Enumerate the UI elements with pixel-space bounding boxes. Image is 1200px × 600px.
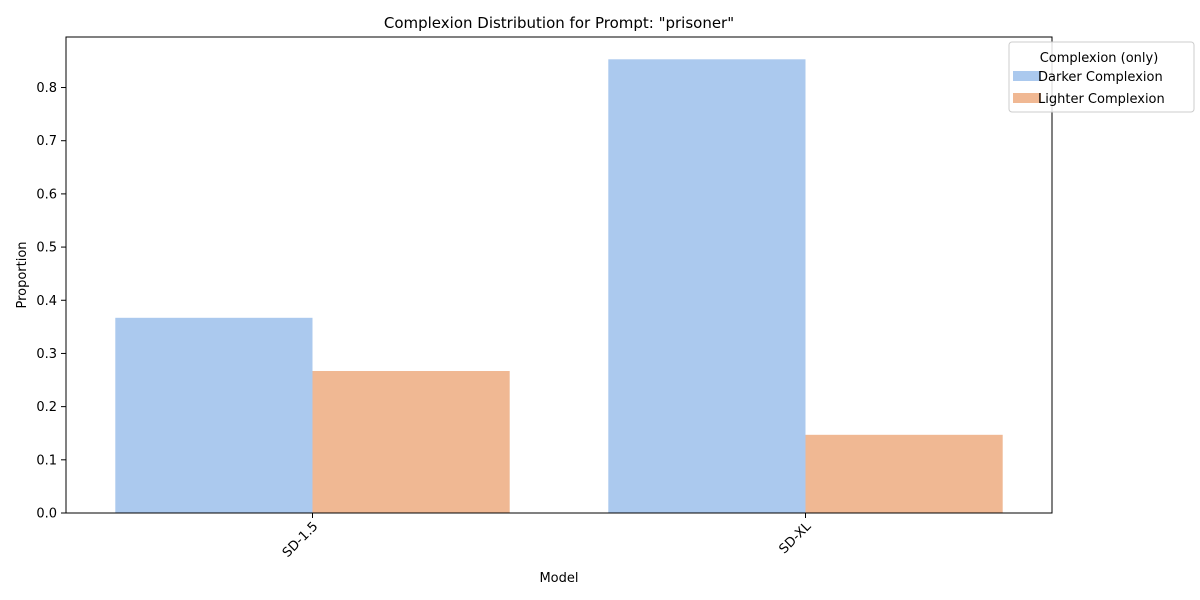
y-axis: 0.0 0.1 0.2 0.3 0.4 0.5 0.6 0.7 0.8 <box>36 81 66 522</box>
x-tick-label: SD-XL <box>777 519 815 557</box>
y-tick-label: 0.1 <box>36 453 57 468</box>
y-tick-label: 0.0 <box>36 507 57 522</box>
legend-label-lighter: Lighter Complexion <box>1038 92 1165 107</box>
y-tick-label: 0.6 <box>36 187 57 202</box>
plot-frame <box>65 36 1053 514</box>
x-axis-title: Model <box>539 571 578 586</box>
y-tick-label: 0.5 <box>36 241 57 256</box>
bar-sd-xl-lighter-complexion <box>805 434 1003 513</box>
legend-swatch-lighter <box>1013 93 1041 103</box>
legend-label-darker: Darker Complexion <box>1038 70 1163 85</box>
x-tick-label: SD-1.5 <box>280 519 321 560</box>
bar-sd-xl-darker-complexion <box>608 59 806 514</box>
y-axis-title: Proportion <box>15 241 30 308</box>
bars-group <box>115 59 1003 514</box>
legend-swatch-darker <box>1013 71 1041 81</box>
bar-sd-1-5-lighter-complexion <box>312 371 510 513</box>
bar-sd-1-5-darker-complexion <box>115 317 313 513</box>
legend: Complexion (only) Darker Complexion Ligh… <box>1008 41 1195 113</box>
y-tick-label: 0.7 <box>36 134 57 149</box>
y-tick-label: 0.4 <box>36 294 57 309</box>
y-tick-label: 0.2 <box>36 400 57 415</box>
y-tick-label: 0.8 <box>36 81 57 96</box>
legend-title: Complexion (only) <box>1040 51 1159 66</box>
y-tick-label: 0.3 <box>36 347 57 362</box>
legend-frame <box>1008 41 1195 113</box>
x-axis: SD-1.5 SD-XL <box>280 513 815 561</box>
chart-title: Complexion Distribution for Prompt: "pri… <box>384 14 734 32</box>
